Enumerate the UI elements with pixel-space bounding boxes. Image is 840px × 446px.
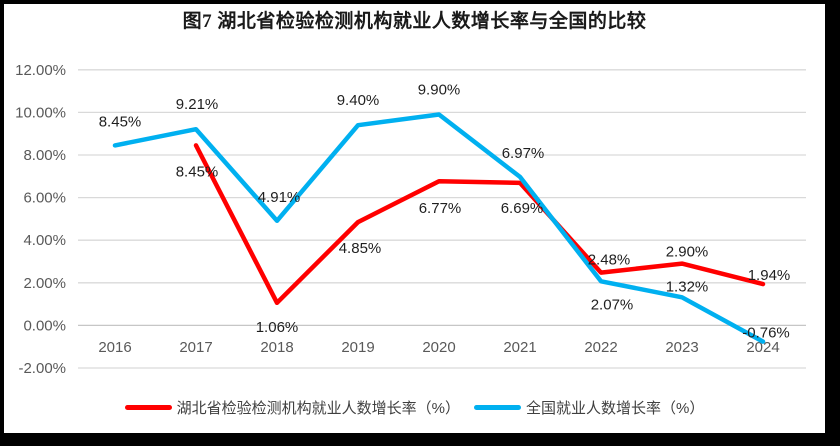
data-label-national: -0.76% <box>742 325 790 342</box>
chart-title: 图7 湖北省检验检测机构就业人数增长率与全国的比较 <box>182 11 647 32</box>
y-axis-tick-label: 10.00% <box>15 104 66 121</box>
y-axis-tick-label: 6.00% <box>23 190 66 207</box>
y-axis-tick-label: 4.00% <box>23 232 66 249</box>
legend-item-hubei: 湖北省检验检测机构就业人数增长率（%） <box>124 397 460 418</box>
chart-legend: 湖北省检验检测机构就业人数增长率（%） 全国就业人数增长率（%） <box>4 397 825 418</box>
series-line-national <box>112 112 766 344</box>
x-axis-tick-label: 2019 <box>341 339 374 356</box>
x-axis-tick-label: 2017 <box>179 339 212 356</box>
data-label-national: 2.07% <box>591 296 634 313</box>
data-label-hubei: 6.69% <box>501 200 544 217</box>
legend-label-hubei: 湖北省检验检测机构就业人数增长率（%） <box>176 400 460 417</box>
x-axis-tick-label: 2021 <box>503 339 536 356</box>
x-axis-tick-label: 2020 <box>422 339 455 356</box>
data-label-hubei: 2.48% <box>588 252 631 269</box>
legend-label-national: 全国就业人数增长率（%） <box>526 400 705 417</box>
data-label-hubei: 8.45% <box>176 163 219 180</box>
x-axis-tick-label: 2023 <box>665 339 698 356</box>
x-axis-tick-label: 2018 <box>260 339 293 356</box>
data-label-national: 9.40% <box>337 92 380 109</box>
x-axis-tick-label: 2024 <box>746 339 779 356</box>
data-label-hubei: 4.85% <box>339 240 382 257</box>
data-label-national: 6.97% <box>502 145 545 162</box>
x-axis-tick-label: 2022 <box>584 339 617 356</box>
data-label-hubei: 2.90% <box>666 244 709 261</box>
data-label-national: 8.45% <box>99 113 142 130</box>
x-axis-tick-label: 2016 <box>98 339 131 356</box>
chart-panel <box>4 4 825 433</box>
data-label-national: 1.32% <box>666 278 709 295</box>
y-axis-tick-label: 2.00% <box>23 275 66 292</box>
data-label-hubei: 6.77% <box>419 200 462 217</box>
y-axis-tick-label: 12.00% <box>15 62 66 79</box>
data-label-hubei: 1.94% <box>748 267 791 284</box>
data-label-national: 9.21% <box>176 96 219 113</box>
national-series-swatch-icon <box>474 405 521 410</box>
data-label-national: 4.91% <box>258 189 301 206</box>
y-axis-tick-label: 0.00% <box>23 317 66 334</box>
data-label-hubei: 1.06% <box>256 319 299 336</box>
series-line-hubei <box>193 143 766 306</box>
y-axis-tick-label: 8.00% <box>23 147 66 164</box>
legend-item-national: 全国就业人数增长率（%） <box>474 397 704 418</box>
data-label-national: 9.90% <box>418 82 461 99</box>
y-axis-tick-label: -2.00% <box>18 360 66 377</box>
hubei-series-swatch-icon <box>124 405 172 410</box>
